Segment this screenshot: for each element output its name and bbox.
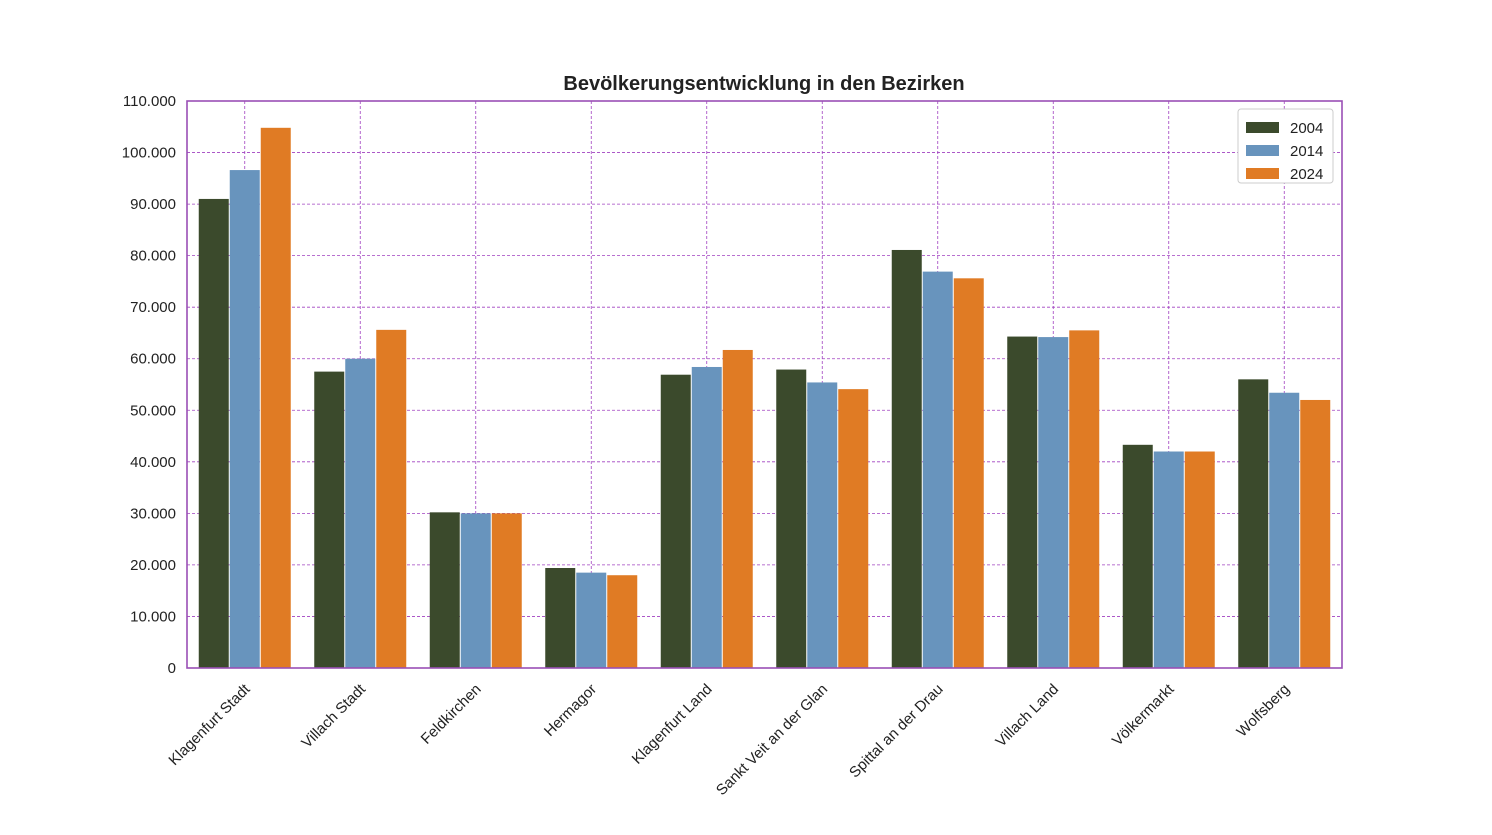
bar-2024 (1069, 330, 1100, 668)
y-tick-label: 40.000 (130, 454, 176, 471)
x-tick-label: Hermagor (541, 681, 600, 740)
y-tick-label: 50.000 (130, 402, 176, 419)
legend-label-2004: 2004 (1290, 120, 1323, 137)
y-tick-label: 0 (168, 660, 176, 677)
x-tick-label: Sankt Veit an der Glan (713, 681, 831, 799)
bar-2024 (491, 513, 522, 668)
y-axis: 0 10.000 20.000 30.000 40.000 50.000 60.000 70.… (122, 93, 176, 677)
bar-2024 (260, 127, 291, 668)
bar-2004 (1238, 379, 1269, 668)
y-tick-label: 60.000 (130, 351, 176, 368)
bar-2014 (807, 382, 838, 668)
bar-2004 (314, 371, 345, 668)
x-tick-label: Wolfsberg (1233, 681, 1293, 741)
x-tick-label: Villach Land (992, 681, 1062, 751)
bar-2004 (891, 249, 922, 668)
bar-2024 (722, 349, 753, 668)
x-tick-label: Klagenfurt Land (629, 681, 716, 768)
x-tick-label: Völkermarkt (1109, 680, 1178, 749)
bar-2004 (1122, 444, 1153, 668)
legend: 2004 2014 2024 (1237, 108, 1334, 184)
y-tick-label: 30.000 (130, 505, 176, 522)
bar-2014 (345, 358, 376, 668)
bar-2004 (198, 198, 229, 668)
x-axis: Klagenfurt Stadt Villach Stadt Feldkirchen… (165, 680, 1293, 799)
x-tick-label: Feldkirchen (418, 681, 485, 748)
bar-2024 (376, 329, 407, 668)
bar-2024 (1184, 451, 1215, 668)
x-tick-label: Villach Stadt (298, 680, 369, 751)
bar-2014 (1153, 451, 1184, 668)
bar-2004 (1007, 336, 1038, 668)
x-tick-label: Spittal an der Drau (846, 681, 946, 781)
bar-2004 (429, 512, 460, 668)
bar-2014 (460, 513, 491, 668)
bar-2014 (1269, 392, 1300, 668)
x-tick-label: Klagenfurt Stadt (165, 680, 254, 769)
bar-2014 (922, 271, 953, 668)
chart-title: Bevölkerungsentwicklung in den Bezirken (563, 73, 964, 95)
bar-2014 (576, 572, 607, 668)
bar-2024 (1300, 399, 1331, 668)
bar-2014 (691, 366, 722, 668)
bar-2014 (1038, 337, 1069, 668)
y-tick-label: 10.000 (130, 608, 176, 625)
bar-2014 (229, 170, 260, 668)
y-tick-label: 80.000 (130, 248, 176, 265)
bar-2004 (545, 568, 576, 668)
plot-frame (186, 100, 1343, 669)
y-tick-label: 90.000 (130, 196, 176, 213)
legend-label-2014: 2014 (1290, 143, 1323, 160)
bar-2004 (776, 369, 807, 668)
bar-2024 (607, 575, 638, 668)
y-tick-label: 110.000 (123, 93, 176, 110)
legend-swatch-2014 (1246, 145, 1279, 156)
bar-2004 (660, 374, 691, 668)
bar-2024 (838, 389, 869, 668)
bars (198, 127, 1331, 668)
y-tick-label: 100.000 (122, 145, 176, 162)
legend-label-2024: 2024 (1290, 166, 1323, 183)
bar-2024 (953, 278, 984, 668)
legend-swatch-2024 (1246, 168, 1279, 179)
legend-swatch-2004 (1246, 122, 1279, 133)
y-tick-label: 20.000 (130, 557, 176, 574)
y-tick-label: 70.000 (130, 299, 176, 316)
